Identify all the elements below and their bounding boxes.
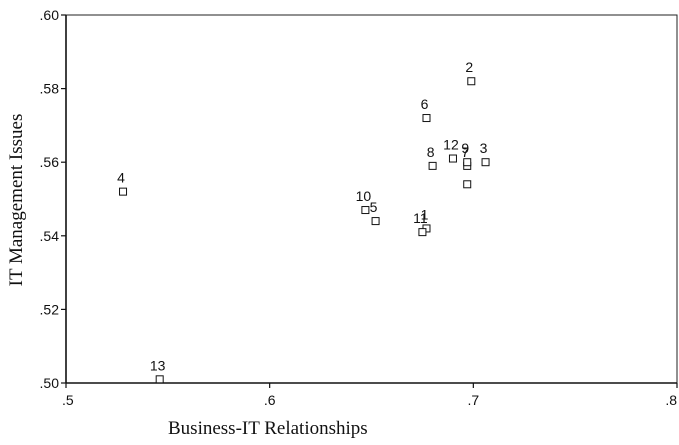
- y-axis-ticks: .50 .52 .54 .56 .58 .60: [40, 7, 66, 391]
- y-tick-label: .60: [40, 7, 60, 23]
- data-point-marker: [119, 187, 128, 196]
- data-point-marker: [463, 158, 472, 167]
- data-point-marker: [422, 114, 431, 123]
- data-point-label: 7: [461, 144, 469, 160]
- y-axis-title: IT Management Issues: [6, 114, 27, 287]
- data-point-marker: [467, 77, 476, 86]
- data-point-label: 8: [427, 144, 435, 160]
- data-point-marker: [361, 206, 370, 215]
- x-axis-title: Business-IT Relationships: [168, 418, 368, 439]
- y-tick-label: .52: [40, 301, 60, 317]
- y-tick-label: .50: [40, 375, 60, 391]
- data-point-marker: [463, 180, 472, 189]
- data-point-marker: [428, 161, 437, 170]
- data-point-label: 2: [465, 59, 473, 75]
- data-point-label: 1: [421, 206, 429, 222]
- y-tick-label: .54: [40, 228, 60, 244]
- data-point-marker: [155, 375, 164, 384]
- data-point-marker: [481, 158, 490, 167]
- x-tick-label: .7: [467, 392, 479, 408]
- x-axis-ticks: .5 .6 .7 .8: [62, 383, 678, 408]
- data-point-label: 3: [480, 140, 488, 156]
- x-tick-label: .6: [264, 392, 276, 408]
- data-point-label: 10: [356, 188, 372, 204]
- data-point-marker: [418, 228, 427, 237]
- data-point-label: 12: [443, 137, 459, 153]
- data-point-label: 6: [421, 96, 429, 112]
- y-tick-label: .56: [40, 154, 60, 170]
- data-point-label: 13: [150, 357, 166, 373]
- x-tick-label: .8: [665, 392, 677, 408]
- data-point-marker: [448, 154, 457, 163]
- y-tick-label: .58: [40, 81, 60, 97]
- data-point-label: 5: [370, 199, 378, 215]
- data-point-label: 4: [117, 170, 125, 186]
- x-tick-label: .5: [62, 392, 74, 408]
- data-point-marker: [371, 217, 380, 226]
- data-point-label: 9: [461, 140, 469, 156]
- data-point-label: 11: [413, 210, 428, 226]
